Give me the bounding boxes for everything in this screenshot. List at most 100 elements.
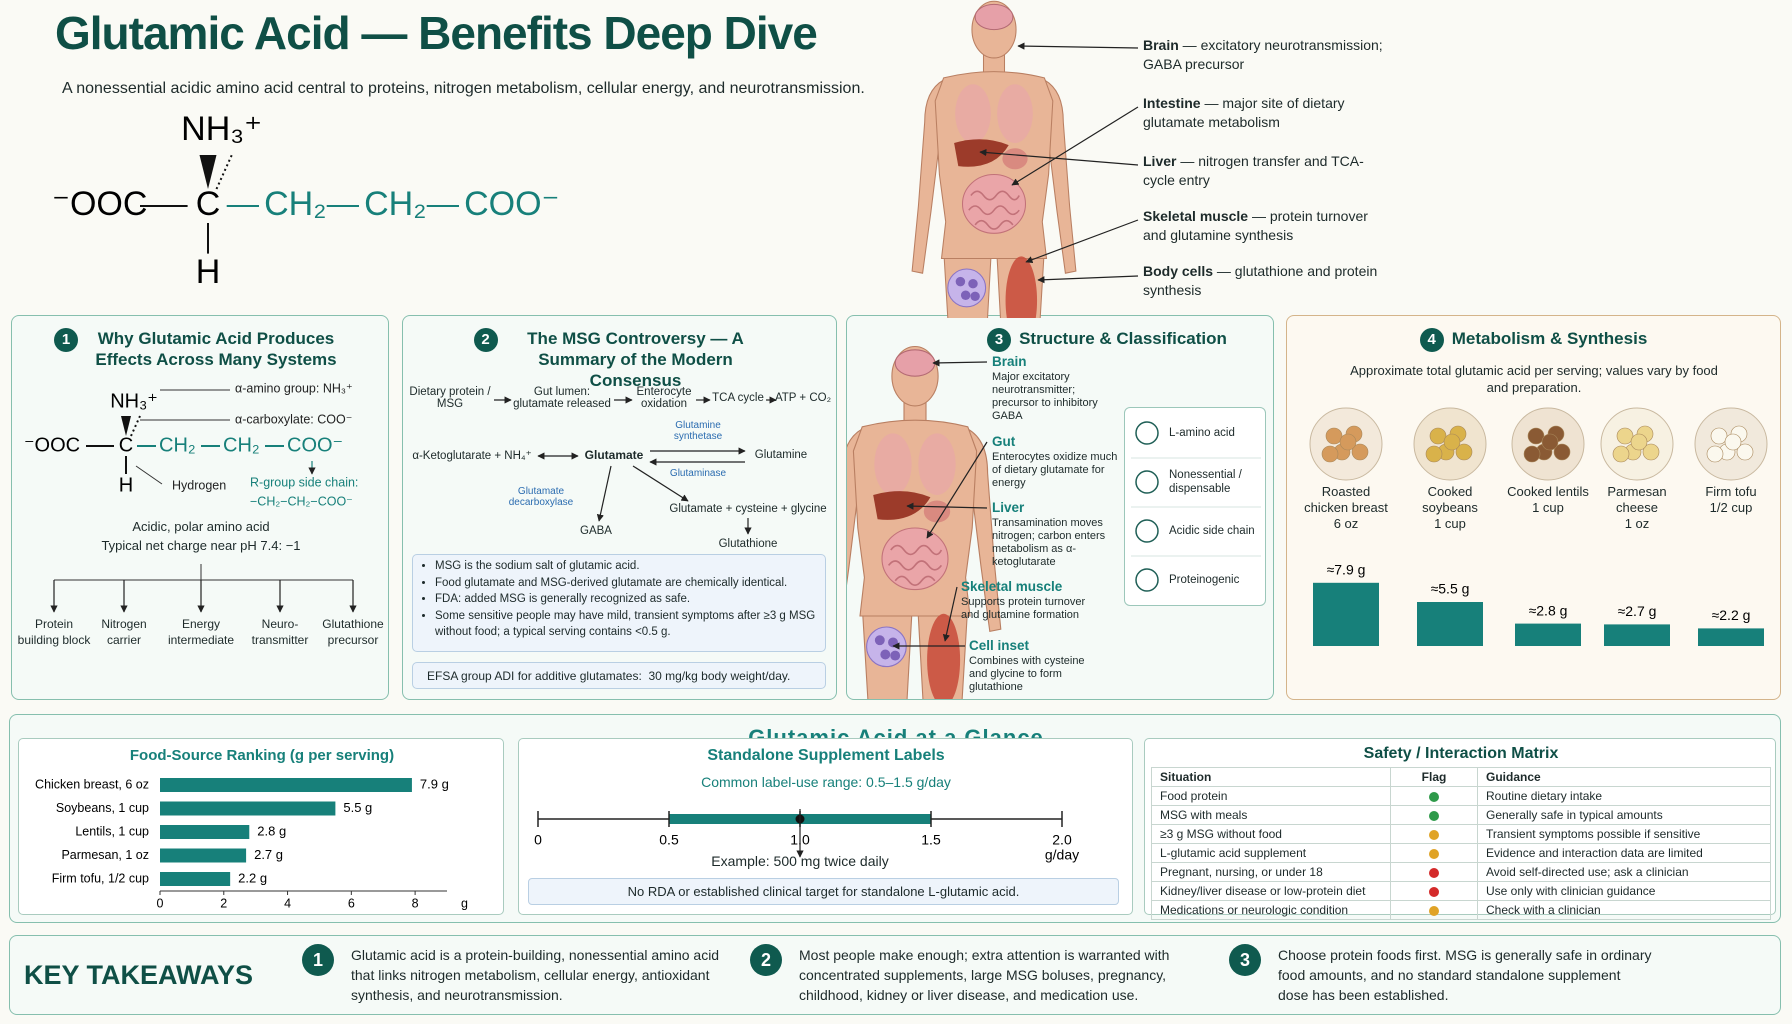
footer-note: EFSA group ADI for additive glutamates: … [412, 662, 826, 689]
panel-title: Structure & Classification [1019, 329, 1227, 348]
page-title: Glutamic Acid — Benefits Deep Dive [55, 7, 818, 59]
organ-desc: Supports protein turnover and glutamine … [961, 596, 1086, 621]
food-serving: 1 cup [1532, 500, 1564, 515]
organ-desc: — glutathione and protein synthesis [1143, 263, 1378, 298]
flag-dot [1429, 791, 1439, 802]
class-label: Proteinogenic [1169, 574, 1240, 586]
value-label: 5.5 g [343, 800, 372, 815]
food-piece [1429, 427, 1447, 445]
table-row: ≥3 g MSG without food Transient symptoms … [1151, 824, 1771, 844]
class-icon [1135, 421, 1159, 445]
takeaway-number: 2 [750, 944, 782, 976]
table-cell: Food protein [1151, 786, 1391, 806]
organ-name: Intestine [1143, 95, 1201, 111]
number-line: 0 0.5 1.0 1.5 2.0g/day [534, 809, 1079, 863]
flag-dot [1429, 905, 1439, 916]
table-row: Kidney/liver disease or low-protein diet… [1151, 881, 1771, 901]
arrow [979, 148, 1139, 166]
class-icon [1135, 568, 1159, 592]
food-piece [1339, 433, 1357, 451]
intestines [961, 173, 1027, 234]
food-piece [1736, 443, 1754, 461]
takeaway-text: Most people make enough; extra attention… [799, 947, 1170, 1003]
food-name: Roasted chicken breast [1304, 484, 1388, 515]
formula-carboxylate: ⁻OOC [24, 434, 80, 456]
figure-arm [1043, 79, 1077, 274]
cell-part [890, 650, 901, 661]
x-tick-label: 4 [284, 896, 291, 910]
table-cell: Transient symptoms possible if sensitive [1477, 824, 1771, 844]
table-cell: L-glutamic acid supplement [1151, 843, 1391, 863]
ranking-box: Food-Source Ranking (g per serving) Chick… [18, 738, 504, 915]
panel-title: Metabolism & Synthesis [1451, 329, 1648, 348]
panel-msg: 2 The MSG Controversy — A Summary of the … [402, 315, 837, 700]
example-label: Example: 500 mg twice daily [711, 853, 889, 869]
table-cell: Medications or neurologic condition [1151, 900, 1391, 920]
formula-hydrogen: H [196, 253, 221, 291]
food-label: Roasted chicken breast 6 oz [1298, 484, 1394, 532]
value-label: ≈7.9 g [1327, 562, 1366, 578]
value-label: 7.9 g [420, 776, 449, 791]
food-piece [1443, 433, 1461, 451]
value-label: ≈5.5 g [1431, 581, 1470, 597]
role-label: Protein building block [17, 617, 91, 647]
food-piece [1455, 443, 1473, 461]
flow-node: TCA cycle [712, 392, 764, 404]
table-cell: Generally safe in typical amounts [1477, 805, 1771, 825]
flow-node: Glutamate [584, 448, 644, 462]
arrow [926, 441, 988, 539]
table-cell [1390, 805, 1478, 825]
panel-title: The MSG Controversy — A Summary of the M… [527, 329, 744, 390]
organ-label: Skeletal muscle — protein turnover and g… [1143, 207, 1383, 245]
bullet-list: MSG is the sodium salt of glutamic acid.… [435, 558, 817, 641]
flow-node: GABA [580, 525, 612, 537]
lung [955, 84, 991, 143]
food-piece [1321, 445, 1339, 463]
table-cell: Use only with clinician guidance [1477, 881, 1771, 901]
figure [847, 345, 1002, 699]
hash-bond [130, 415, 141, 437]
organ-desc: Enterocytes oxidize much of dietary glut… [992, 451, 1118, 489]
organ-name: Body cells [1143, 263, 1214, 279]
annotation: α-amino group: NH₃⁺ [235, 381, 353, 395]
flag-dot [1429, 886, 1439, 897]
organ-name: Brain [1143, 37, 1179, 53]
food-piece [1710, 427, 1728, 445]
formula-carbon: C [119, 434, 133, 456]
table-cell [1390, 862, 1478, 882]
table-cell: Check with a clinician [1477, 900, 1771, 920]
panel-takeaways: KEY TAKEAWAYS 1 Glutamic acid is a protein… [9, 935, 1781, 1015]
arrow [906, 502, 988, 510]
organ-name: Liver [1143, 153, 1177, 169]
food-piece [1527, 427, 1545, 445]
bullet: MSG is the sodium salt of glutamic acid. [435, 558, 817, 575]
flag-dot [1429, 848, 1439, 859]
organ-name: Brain [992, 354, 1027, 369]
muscle [927, 613, 961, 699]
organ-label: Brain — excitatory neurotransmission; GA… [1143, 36, 1383, 74]
organ-desc: — nitrogen transfer and TCA-cycle entry [1143, 153, 1364, 188]
hash-bond [215, 154, 233, 190]
enzyme: Glutaminase [669, 468, 727, 479]
category-label: Parmesan, 1 oz [61, 848, 149, 862]
panel-why: 1 Why Glutamic Acid Produces Effects Acro… [11, 315, 389, 700]
panel-number: 3 [987, 328, 1012, 352]
organ-desc: Combines with cysteine and glycine to fo… [969, 655, 1085, 693]
takeaways-title: KEY TAKEAWAYS [24, 960, 254, 990]
wedge-bond [121, 416, 131, 436]
formula-chain: CH₂ [223, 434, 260, 456]
bar-chart: ≈7.9 g ≈5.5 g ≈2.8 g ≈2.7 g ≈2.2 g [1309, 407, 1768, 646]
flow-node: Gut lumen: glutamate released [513, 386, 611, 410]
flow-node: Enterocyte oxidation [636, 386, 692, 410]
organ-name: Cell inset [969, 638, 1030, 653]
category-label: Chicken breast, 6 oz [35, 777, 149, 791]
intestines [881, 527, 949, 591]
formula-amino: NH₃⁺ [181, 110, 262, 148]
takeaway-text: Choose protein foods first. MSG is gener… [1278, 947, 1652, 1003]
role-label: Nitrogen carrier [101, 617, 147, 647]
arrow [632, 465, 689, 502]
food-piece [1523, 445, 1541, 463]
bullet: Some sensitive people may have mild, tra… [435, 608, 817, 641]
table-row: Pregnant, nursing, or under 18 Avoid self… [1151, 862, 1771, 882]
table-cell: Avoid self-directed use; ask a clinician [1477, 862, 1771, 882]
